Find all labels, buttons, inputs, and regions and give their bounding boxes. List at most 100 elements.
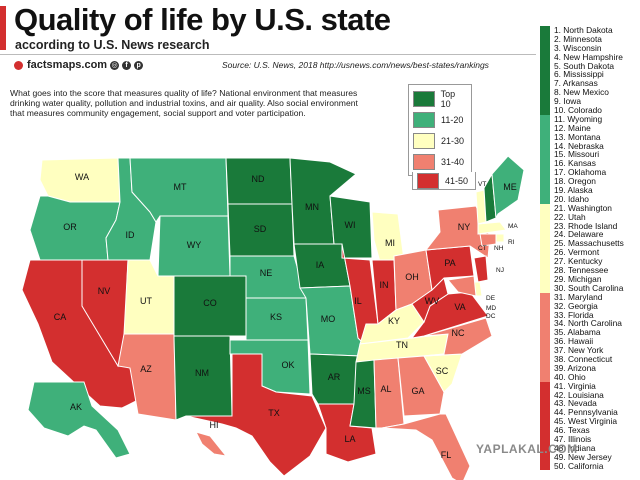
- state-ga: [397, 355, 445, 417]
- facebook-icon[interactable]: f: [122, 60, 132, 70]
- state-label-ri: RI: [508, 239, 515, 246]
- ranking-item: 15. Missouri: [554, 149, 600, 160]
- legend-label: Top 10: [440, 89, 456, 109]
- state-nj: [473, 255, 489, 283]
- state-label-dc: DC: [486, 313, 496, 320]
- state-nm: [173, 335, 233, 421]
- state-label-az: AZ: [140, 364, 152, 374]
- legend: Top 10 11-20 21-30 31-40: [408, 84, 472, 176]
- ranking-item: 9. Iowa: [554, 96, 582, 107]
- state-ms: [349, 359, 377, 429]
- state-tx: [185, 353, 327, 477]
- state-me: [491, 155, 525, 220]
- ranking-item: 21. Washington: [554, 202, 612, 213]
- ranking-item: 37. New York: [554, 345, 604, 356]
- state-label-va: VA: [454, 302, 465, 312]
- ranking-item: 26. Vermont: [554, 247, 600, 258]
- state-label-ut: UT: [140, 296, 152, 306]
- state-va: [410, 291, 489, 339]
- state-ma: [477, 221, 507, 235]
- ranking-item: 13. Montana: [554, 131, 601, 142]
- state-hi: [195, 431, 228, 457]
- state-label-ct: CT: [478, 245, 487, 252]
- ranking-item: 44. Pennsylvania: [554, 407, 618, 418]
- legend-item: Top 10: [413, 89, 467, 109]
- ranking-item: 11. Wyoming: [554, 113, 603, 124]
- legend-label: 41-50: [445, 175, 469, 186]
- ranking-item: 12. Maine: [554, 122, 591, 133]
- ranking-item: 41. Virginia: [554, 380, 596, 391]
- state-label-sd: SD: [254, 224, 267, 234]
- state-label-la: LA: [344, 434, 355, 444]
- ranking-item: 36. Hawaii: [554, 336, 594, 347]
- state-nc: [423, 317, 493, 357]
- state-label-ak: AK: [70, 402, 82, 412]
- instagram-icon[interactable]: ◎: [110, 60, 120, 70]
- page-subtitle: according to U.S. News research: [15, 38, 210, 52]
- ranking-list: 1. North Dakota 2. Minnesota 3. Wisconsin 4…: [540, 26, 640, 470]
- state-label-wv: WV: [425, 296, 440, 306]
- ranking-item: 47. Illinois: [554, 433, 592, 444]
- state-label-ma: MA: [508, 223, 518, 230]
- ranking-item: 49. New Jersey: [554, 451, 612, 462]
- state-label-ms: MS: [357, 386, 371, 396]
- ranking-item: 23. Rhode Island: [554, 220, 618, 231]
- state-label-wy: WY: [187, 240, 202, 250]
- ranking-item: 28. Tennessee: [554, 265, 609, 276]
- state-label-sc: SC: [436, 366, 449, 376]
- state-label-nh: NH: [494, 245, 504, 252]
- state-label-tx: TX: [268, 408, 280, 418]
- state-label-de: DE: [486, 295, 496, 302]
- state-label-nj: NJ: [496, 267, 504, 274]
- brand[interactable]: factsmaps.com ◎ f p: [14, 59, 144, 71]
- ranking-item: 31. Maryland: [554, 291, 603, 302]
- state-label-mn: MN: [305, 202, 319, 212]
- legend-swatch: [413, 133, 435, 149]
- ranking-item: 8. New Mexico: [554, 87, 609, 98]
- description: What goes into the score that measures q…: [10, 88, 358, 118]
- state-label-mi: MI: [385, 238, 395, 248]
- state-label-mt: MT: [174, 182, 187, 192]
- state-label-pa: PA: [444, 258, 455, 268]
- state-ri: [495, 233, 505, 243]
- state-label-nd: ND: [252, 174, 265, 184]
- state-label-or: OR: [63, 222, 77, 232]
- legend-swatch: [413, 112, 435, 128]
- state-label-me: ME: [503, 182, 517, 192]
- ranking-item: 48. Indiana: [554, 442, 596, 453]
- legend-label: 31-40: [441, 157, 465, 167]
- ranking-item: 43. Nevada: [554, 398, 597, 409]
- state-label-hi: HI: [210, 420, 219, 430]
- ranking-item: 46. Texas: [554, 425, 590, 436]
- state-label-in: IN: [380, 280, 389, 290]
- state-label-tn: TN: [396, 340, 408, 350]
- page-title: Quality of life by U.S. state: [14, 2, 391, 37]
- ranking-item: 30. South Carolina: [554, 282, 624, 293]
- ranking-item: 22. Utah: [554, 211, 586, 222]
- legend-item: 41-50: [412, 172, 476, 190]
- state-label-ne: NE: [260, 268, 273, 278]
- ranking-item: 24. Delaware: [554, 229, 604, 240]
- state-label-al: AL: [380, 384, 391, 394]
- divider: [0, 54, 536, 55]
- state-label-ky: KY: [388, 316, 400, 326]
- state-label-wa: WA: [75, 172, 89, 182]
- ranking-item: 10. Colorado: [554, 105, 602, 116]
- state-label-fl: FL: [441, 450, 452, 460]
- ranking-item: 42. Louisiana: [554, 389, 604, 400]
- ranking-item: 19. Alaska: [554, 185, 593, 196]
- ranking-item: 17. Oklahoma: [554, 167, 607, 178]
- state-label-ia: IA: [316, 260, 325, 270]
- legend-item: 21-30: [413, 131, 467, 151]
- legend-item: 31-40: [413, 152, 467, 172]
- ranking-item: 25. Massachusetts: [554, 238, 624, 249]
- pinterest-icon[interactable]: p: [134, 60, 144, 70]
- state-ak: [27, 381, 131, 459]
- state-label-nc: NC: [452, 328, 465, 338]
- state-label-ar: AR: [328, 372, 341, 382]
- state-mi: [371, 211, 405, 263]
- state-label-md: MD: [486, 305, 496, 312]
- watermark: YAPLAKAL.COM: [476, 442, 578, 456]
- ranking-item: 7. Arkansas: [554, 78, 598, 89]
- brand-label: factsmaps.com: [27, 59, 108, 71]
